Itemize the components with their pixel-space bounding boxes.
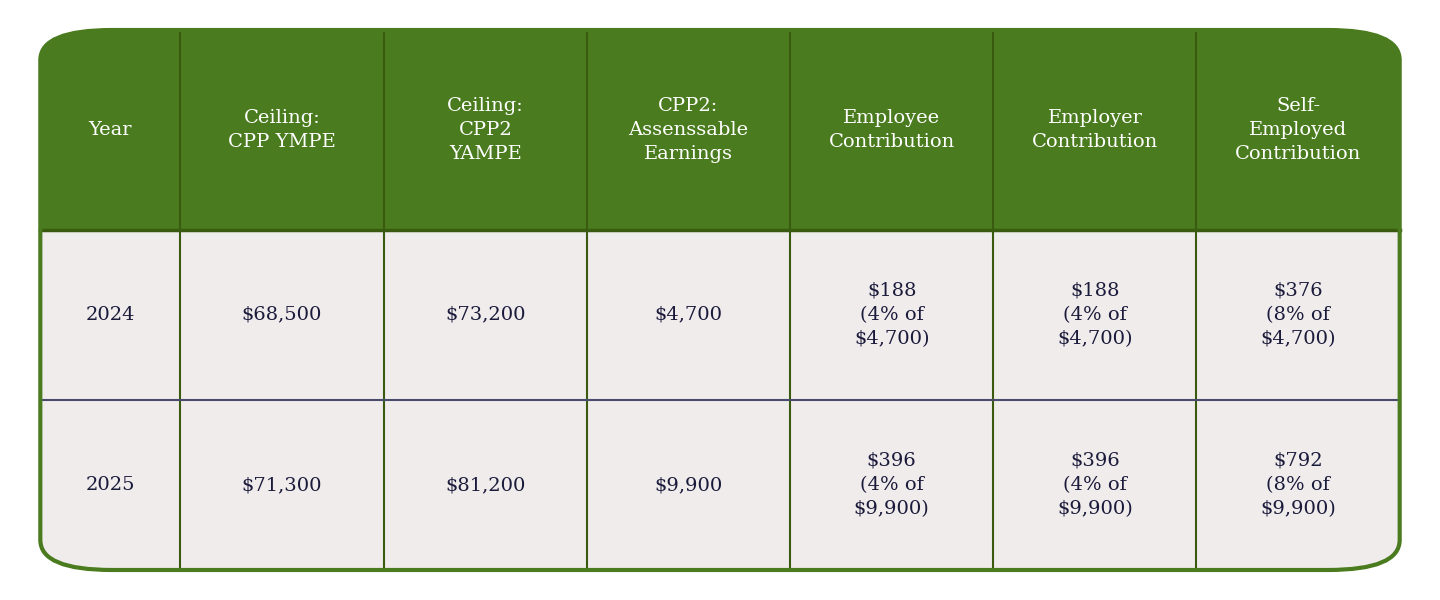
Text: $73,200: $73,200 xyxy=(445,306,526,324)
Text: $396
(4% of
$9,900): $396 (4% of $9,900) xyxy=(854,452,930,518)
Text: $9,900: $9,900 xyxy=(654,476,723,494)
Text: Ceiling:
CPP2
YAMPE: Ceiling: CPP2 YAMPE xyxy=(446,97,524,163)
Text: $188
(4% of
$4,700): $188 (4% of $4,700) xyxy=(1057,281,1133,348)
Text: Self-
Employed
Contribution: Self- Employed Contribution xyxy=(1236,97,1361,163)
Text: $792
(8% of
$9,900): $792 (8% of $9,900) xyxy=(1260,452,1336,518)
Text: Year: Year xyxy=(89,121,132,139)
Text: $188
(4% of
$4,700): $188 (4% of $4,700) xyxy=(854,281,929,348)
Text: 2024: 2024 xyxy=(85,306,135,324)
Text: $376
(8% of
$4,700): $376 (8% of $4,700) xyxy=(1260,281,1336,348)
Text: $71,300: $71,300 xyxy=(242,476,323,494)
Text: $4,700: $4,700 xyxy=(654,306,723,324)
Text: Employee
Contribution: Employee Contribution xyxy=(828,109,955,151)
Text: Employer
Contribution: Employer Contribution xyxy=(1031,109,1158,151)
Text: Ceiling:
CPP YMPE: Ceiling: CPP YMPE xyxy=(228,109,336,151)
Bar xyxy=(40,150,1400,230)
FancyBboxPatch shape xyxy=(40,30,1400,570)
Text: $68,500: $68,500 xyxy=(242,306,323,324)
Text: $396
(4% of
$9,900): $396 (4% of $9,900) xyxy=(1057,452,1133,518)
Text: CPP2:
Assenssable
Earnings: CPP2: Assenssable Earnings xyxy=(628,97,749,163)
Text: 2025: 2025 xyxy=(85,476,135,494)
FancyBboxPatch shape xyxy=(40,30,1400,230)
Text: $81,200: $81,200 xyxy=(445,476,526,494)
